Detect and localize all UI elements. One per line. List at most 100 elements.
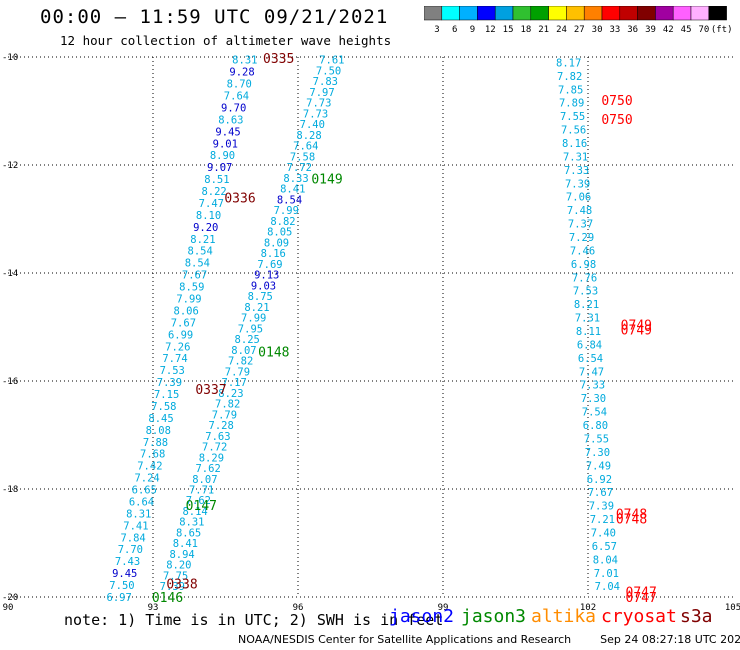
wave-height-value: 7.58	[290, 151, 315, 163]
legend-label: 9	[470, 25, 475, 35]
wave-height-value: 6.64	[129, 496, 154, 508]
wave-height-value: 7.17	[222, 377, 247, 389]
wave-height-value: 7.53	[573, 286, 598, 298]
wave-height-value: 7.88	[143, 437, 168, 449]
legend-label: 33	[609, 25, 620, 35]
wave-height-value: 6.98	[571, 259, 596, 271]
wave-height-value: 7.74	[162, 353, 187, 365]
wave-height-value: 9.01	[213, 138, 238, 150]
wave-height-value: 8.16	[562, 138, 587, 150]
pass-number-label: 0747	[626, 586, 657, 601]
wave-height-value: 6.99	[168, 329, 193, 341]
x-tick-label: 105	[725, 603, 740, 610]
wave-height-value: 7.55	[584, 433, 609, 445]
wave-height-value: 8.70	[227, 79, 252, 91]
legend-label: 15	[503, 25, 514, 35]
wave-height-value: 9.07	[207, 162, 232, 174]
wave-height-value: 9.45	[215, 126, 240, 138]
wave-height-value: 6.97	[107, 592, 132, 604]
wave-height-value: 7.41	[123, 520, 148, 532]
wave-height-value: 8.94	[169, 549, 194, 561]
wave-height-value: 8.22	[201, 186, 226, 198]
wave-height-value: 7.85	[558, 84, 583, 96]
wave-height-value: 7.64	[224, 91, 249, 103]
legend-jason3: jason3	[461, 606, 527, 627]
pass-number-label: 0337	[195, 383, 226, 398]
wave-height-value: 7.24	[134, 473, 159, 485]
wave-height-value: 8.90	[210, 150, 235, 162]
wave-height-value: 7.68	[140, 449, 165, 461]
wave-height-value: 7.56	[561, 125, 586, 137]
wave-height-value: 8.06	[174, 305, 199, 317]
legend-label: 45	[681, 25, 692, 35]
wave-height-value: 9.03	[251, 280, 276, 292]
x-tick-label: 96	[293, 603, 304, 610]
wave-height-value: 7.62	[195, 463, 220, 475]
y-tick-label: -14	[2, 269, 18, 279]
wave-height-value: 6.54	[578, 353, 603, 365]
legend-altika: altika	[531, 606, 597, 627]
wave-height-value: 7.40	[300, 119, 325, 131]
wave-height-value: 8.31	[179, 517, 204, 529]
wave-height-value: 8.45	[148, 413, 173, 425]
pass-number-label: 0748	[616, 513, 647, 528]
wave-height-value: 7.73	[303, 108, 328, 120]
wave-height-value: 7.28	[209, 420, 234, 432]
wave-height-value: 7.79	[225, 366, 250, 378]
wave-height-value: 7.83	[313, 76, 338, 88]
y-tick-label: -10	[2, 53, 18, 63]
wave-height-value: 8.41	[173, 538, 198, 550]
pass-number-label: 0338	[166, 578, 197, 593]
wave-height-value: 7.54	[582, 407, 607, 419]
x-tick-label: 90	[3, 603, 14, 610]
pass-number-label: 0747	[626, 591, 657, 606]
legend-label: 12	[485, 25, 496, 35]
wave-height-value: 7.62	[186, 495, 211, 507]
legend-label: 6	[452, 25, 457, 35]
wave-height-value: 7.95	[238, 323, 263, 335]
wave-height-value: 8.65	[176, 527, 201, 539]
pass-number-label: 0750	[601, 113, 632, 128]
wave-height-value: 8.21	[190, 234, 215, 246]
y-tick-label: -18	[2, 485, 18, 495]
wave-height-value: 8.51	[204, 174, 229, 186]
wave-height-value: 7.33	[564, 165, 589, 177]
legend-label: 30	[592, 25, 603, 35]
wave-height-value: 8.21	[574, 299, 599, 311]
altimeter-map-plot: 90 93 96 99 102 105-10-12-14-16-18-208.319.28…	[2, 52, 740, 610]
legend-label: 42	[663, 25, 674, 35]
wave-height-value: 6.80	[583, 420, 608, 432]
y-tick-label: -16	[2, 377, 18, 387]
wave-height-value: 7.76	[572, 272, 597, 284]
wave-height-value: 7.39	[565, 178, 590, 190]
wave-height-value: 7.67	[171, 317, 196, 329]
wave-height-value: 7.15	[154, 389, 179, 401]
x-tick-label: 102	[580, 603, 596, 610]
x-tick-label: 99	[438, 603, 449, 610]
wave-height-value: 7.49	[586, 460, 611, 472]
legend-label: 39	[645, 25, 656, 35]
wave-height-value: 8.09	[264, 237, 289, 249]
wave-height-value: 7.82	[557, 71, 582, 83]
wave-height-value: 7.30	[581, 393, 606, 405]
wave-height-value: 7.33	[580, 380, 605, 392]
wave-height-value: 7.06	[566, 192, 591, 204]
legend-jason2: jason2	[389, 606, 455, 627]
pass-number-label: 0750	[601, 94, 632, 109]
wave-height-value: 7.99	[241, 313, 266, 325]
legend-swatch	[708, 6, 727, 21]
legend-label: 3	[434, 25, 439, 35]
wave-height-value: 7.29	[569, 232, 594, 244]
wave-height-value: 7.89	[559, 98, 584, 110]
wave-height-value: 7.63	[205, 431, 230, 443]
pass-number-label: 0749	[621, 318, 652, 333]
wave-height-value: 9.20	[193, 222, 218, 234]
y-tick-label: -20	[2, 593, 18, 603]
page-title: 00:00 – 11:59 UTC 09/21/2021	[40, 6, 389, 28]
wave-height-value: 8.21	[244, 302, 269, 314]
wave-height-value: 7.99	[176, 294, 201, 306]
wave-height-value: 8.54	[277, 194, 302, 206]
wave-height-value: 7.72	[202, 442, 227, 454]
pass-number-label: 0748	[616, 507, 647, 522]
pass-number-label: 0147	[186, 499, 217, 514]
